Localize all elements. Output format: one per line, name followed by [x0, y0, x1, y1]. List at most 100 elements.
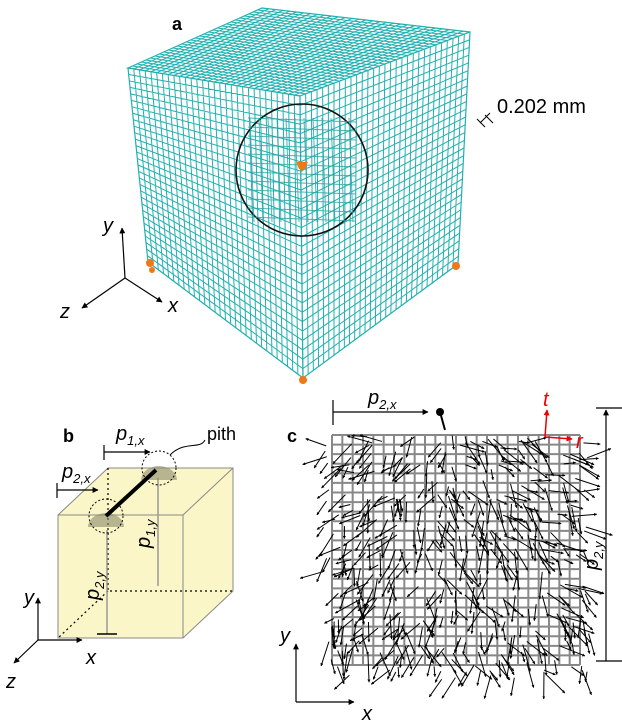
fiber-arrow — [321, 642, 329, 666]
symbol: p — [115, 423, 127, 445]
mesh-cube — [128, 8, 470, 378]
subscript: 2,y — [591, 540, 606, 560]
pith-label: pith — [207, 424, 236, 444]
fiber-arrow — [586, 527, 613, 535]
fiber-arrow — [331, 660, 335, 674]
fiber-arrow — [580, 458, 599, 459]
fiber-arrow — [579, 666, 581, 684]
mesh-size: 0.202 mm — [497, 96, 586, 118]
panel-label: a — [172, 14, 183, 34]
size-marker — [477, 113, 493, 127]
fiber-arrow — [587, 449, 611, 458]
fiber-arrow — [579, 465, 599, 479]
fiber-arrow — [400, 499, 401, 516]
fiber-arrow — [527, 662, 534, 687]
axis-label: z — [5, 671, 16, 693]
fiber-arrow — [320, 463, 328, 474]
fiber-arrow — [577, 532, 587, 543]
subscript: 2,x — [72, 471, 91, 486]
fiber-arrow — [317, 501, 327, 515]
axis-label: y — [22, 587, 35, 609]
fiber-arrow — [484, 675, 490, 698]
figure: a 0.202 mm y x z b p1,x pith p2,x p1,y p… — [0, 0, 622, 723]
fiber-arrow — [391, 672, 396, 681]
subscript: 2,y — [92, 570, 107, 590]
subscript: 1,y — [143, 518, 158, 537]
fiber-arrow — [555, 660, 557, 674]
fiber-arrow — [560, 597, 575, 614]
fiber-arrow — [573, 626, 594, 633]
fiber-arrow — [354, 568, 355, 586]
fiber-arrow — [452, 435, 454, 449]
fiber-arrow — [527, 641, 545, 655]
axis-label: y — [278, 625, 291, 647]
fiber-arrow — [572, 514, 597, 516]
fiber-arrow — [396, 642, 404, 660]
fiber-arrow — [427, 659, 431, 676]
fiber-arrow — [303, 457, 327, 465]
fiber-arrow — [542, 522, 561, 523]
fiber-arrow — [368, 655, 369, 682]
fiber-arrow — [500, 448, 517, 449]
fiber-arrow — [499, 465, 513, 471]
fiber-arrow — [435, 671, 441, 682]
fiber-arrow — [434, 666, 435, 676]
fiber-arrow — [580, 489, 599, 492]
fiber-arrow — [386, 613, 398, 626]
fiber-arrow — [495, 533, 496, 555]
fiber-arrow — [439, 560, 443, 575]
fiber-arrow — [339, 504, 351, 507]
fiber-arrow — [317, 490, 329, 499]
fiber-arrow — [317, 558, 327, 582]
dimension-label: p2,x — [367, 387, 397, 412]
fiber-arrow — [338, 619, 353, 632]
fiber-arrow — [580, 465, 600, 476]
fiber-arrow — [539, 542, 548, 561]
dimension-label: p2,x — [61, 461, 91, 486]
fiber-arrow — [442, 678, 455, 699]
fiber-arrow — [463, 642, 465, 654]
pith-marker — [298, 162, 306, 170]
symbol: p — [133, 537, 155, 549]
fiber-arrow — [380, 553, 381, 577]
direction-label: r — [576, 431, 584, 453]
fiber-arrow — [368, 622, 369, 642]
fiber-arrow — [498, 510, 507, 537]
fiber-arrow — [488, 552, 489, 574]
fiber-arrow — [453, 669, 463, 686]
fiber-arrow — [480, 458, 487, 474]
fiber-arrow — [531, 480, 542, 481]
fiber-arrow — [394, 469, 410, 483]
fiber-arrow — [406, 502, 407, 523]
fiber-arrow — [401, 657, 413, 677]
fiber-arrow — [377, 496, 388, 501]
fiber-arrow — [522, 652, 525, 662]
fiber-arrow — [440, 589, 444, 603]
symbol: p — [82, 589, 104, 601]
fiber-arrow — [369, 543, 370, 569]
subscript: 1,x — [127, 433, 145, 448]
fiber-arrow — [316, 551, 323, 559]
axis-label: x — [361, 703, 373, 723]
fiber-arrow — [491, 469, 493, 480]
fiber-arrow — [419, 627, 422, 647]
t-axis — [545, 410, 547, 437]
axis-label: z — [59, 301, 70, 323]
fiber-arrow — [515, 552, 517, 574]
fiber-arrow — [447, 580, 462, 594]
axis-label: x — [167, 295, 179, 317]
symbol: p — [367, 387, 379, 409]
fiber-arrow — [540, 572, 543, 599]
fiber-arrow — [373, 667, 378, 680]
fiber-arrow — [398, 667, 399, 678]
fiber-arrow — [471, 504, 475, 516]
panel-label: c — [287, 426, 297, 446]
subscript: 2,x — [378, 397, 397, 412]
fiber-arrow — [382, 540, 383, 557]
fiber-arrow — [306, 439, 326, 446]
fiber-arrow — [547, 676, 565, 693]
panel-label: b — [63, 426, 74, 446]
fiber-arrow — [583, 443, 600, 444]
fiber-arrow — [477, 671, 480, 686]
fiber-arrow — [559, 646, 585, 656]
